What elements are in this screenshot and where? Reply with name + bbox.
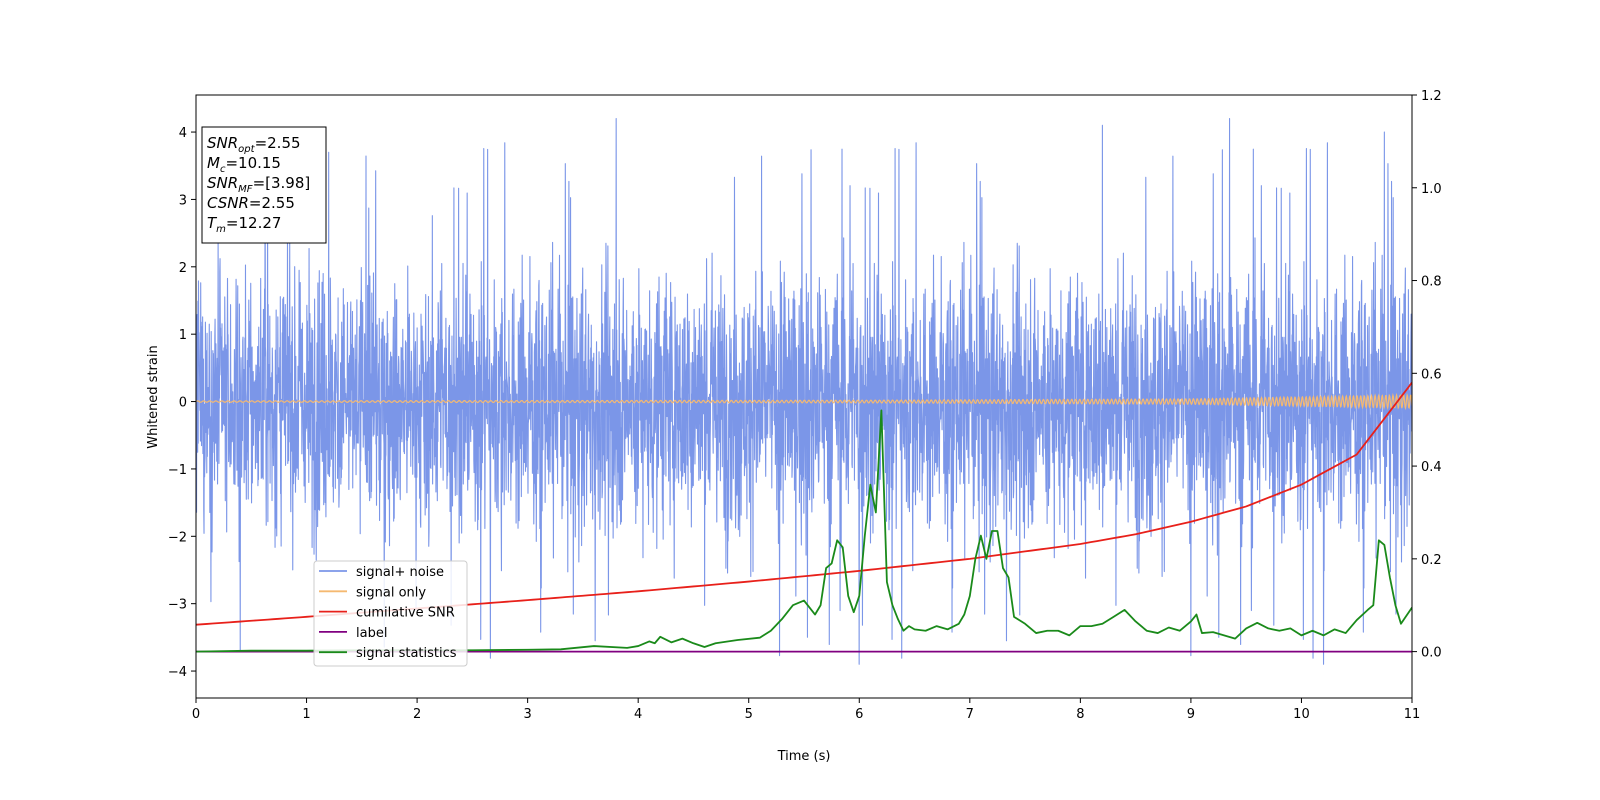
info-line: CSNR=2.55 bbox=[207, 194, 295, 212]
x-tick-label: 4 bbox=[634, 707, 642, 722]
x-tick-label: 3 bbox=[523, 707, 531, 722]
info-box: SNRopt=2.55Mc=10.15SNRMF=[3.98]CSNR=2.55… bbox=[201, 126, 327, 244]
info-line-symbol: SNR bbox=[207, 174, 238, 192]
legend-label: signal only bbox=[356, 585, 426, 600]
signal-statistics-line bbox=[196, 409, 1412, 653]
legend-label: signal statistics bbox=[356, 646, 457, 661]
y-left-tick-label: −4 bbox=[168, 665, 187, 680]
signal-noise-line bbox=[196, 118, 1412, 665]
info-line-symbol: M bbox=[207, 154, 220, 172]
info-line-value: =2.55 bbox=[249, 194, 295, 212]
y-left-tick-label: −3 bbox=[168, 598, 187, 613]
y-left-tick-label: 3 bbox=[179, 193, 187, 208]
x-tick-label: 10 bbox=[1293, 707, 1310, 722]
info-line-subscript: opt bbox=[238, 144, 255, 155]
x-tick-label: 0 bbox=[192, 707, 200, 722]
plot-frame bbox=[195, 94, 1413, 699]
y-left-tick-label: 1 bbox=[179, 328, 187, 343]
y-left-axis-ticks: −4 −3 −2 −1 0 1 2 3 4 bbox=[168, 126, 196, 680]
y-axis-label: Whitened strain bbox=[146, 345, 161, 448]
info-line-subscript: MF bbox=[238, 184, 253, 195]
legend-label: cumilative SNR bbox=[356, 606, 455, 621]
info-line-symbol: CSNR bbox=[207, 194, 249, 212]
x-tick-label: 8 bbox=[1076, 707, 1084, 722]
y-left-tick-label: −2 bbox=[168, 530, 187, 545]
legend-label: label bbox=[356, 626, 387, 641]
y-right-tick-label: 0.2 bbox=[1421, 553, 1442, 568]
info-line: SNRopt=2.55 bbox=[207, 134, 301, 155]
x-tick-label: 7 bbox=[966, 707, 974, 722]
y-left-tick-label: 4 bbox=[179, 126, 187, 141]
info-line: Mc=10.15 bbox=[207, 154, 281, 175]
info-box-frame bbox=[201, 126, 327, 244]
x-tick-label: 11 bbox=[1404, 707, 1421, 722]
x-tick-label: 1 bbox=[302, 707, 310, 722]
signal-noise-series bbox=[196, 118, 1412, 665]
y-left-tick-label: 0 bbox=[179, 396, 187, 411]
info-line: Tm=12.27 bbox=[207, 214, 281, 235]
info-line-value: =2.55 bbox=[255, 134, 301, 152]
x-tick-label: 5 bbox=[745, 707, 753, 722]
x-axis-label: Time (s) bbox=[777, 749, 831, 764]
x-tick-label: 6 bbox=[855, 707, 863, 722]
info-line-value: =[3.98] bbox=[253, 174, 311, 192]
legend: signal+ noise signal only cumilative SNR la… bbox=[313, 560, 468, 667]
info-line-subscript: c bbox=[220, 164, 226, 175]
y-right-tick-label: 1.0 bbox=[1421, 182, 1442, 197]
y-right-tick-label: 0.4 bbox=[1421, 460, 1442, 475]
y-right-tick-label: 0.0 bbox=[1421, 646, 1442, 661]
signal-only-line bbox=[196, 392, 1412, 411]
y-right-tick-label: 0.8 bbox=[1421, 275, 1442, 290]
x-tick-label: 9 bbox=[1187, 707, 1195, 722]
info-line-subscript: m bbox=[216, 224, 226, 235]
y-right-tick-label: 1.2 bbox=[1421, 89, 1442, 104]
y-right-tick-label: 0.6 bbox=[1421, 367, 1442, 382]
info-line-value: =10.15 bbox=[225, 154, 281, 172]
x-tick-label: 2 bbox=[413, 707, 421, 722]
info-line-symbol: T bbox=[207, 214, 218, 232]
y-right-axis-ticks: 0.0 0.2 0.4 0.6 0.8 1.0 1.2 bbox=[1412, 89, 1442, 661]
y-left-tick-label: 2 bbox=[179, 261, 187, 276]
info-line-value: =12.27 bbox=[226, 214, 282, 232]
info-line: SNRMF=[3.98] bbox=[207, 174, 310, 195]
legend-frame bbox=[313, 560, 468, 667]
y-left-tick-label: −1 bbox=[168, 463, 187, 478]
x-axis-ticks: 0 1 2 3 4 5 6 7 8 9 10 11 bbox=[192, 698, 1420, 722]
info-line-symbol: SNR bbox=[207, 134, 238, 152]
legend-label: signal+ noise bbox=[356, 565, 444, 580]
